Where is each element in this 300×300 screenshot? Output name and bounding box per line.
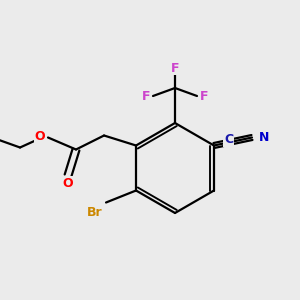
Text: C: C	[224, 133, 233, 146]
Text: Br: Br	[86, 206, 102, 220]
Text: F: F	[171, 61, 179, 74]
Text: N: N	[259, 131, 269, 144]
Text: F: F	[200, 89, 208, 103]
Text: O: O	[63, 177, 73, 190]
Text: O: O	[34, 130, 45, 143]
Text: F: F	[142, 89, 150, 103]
